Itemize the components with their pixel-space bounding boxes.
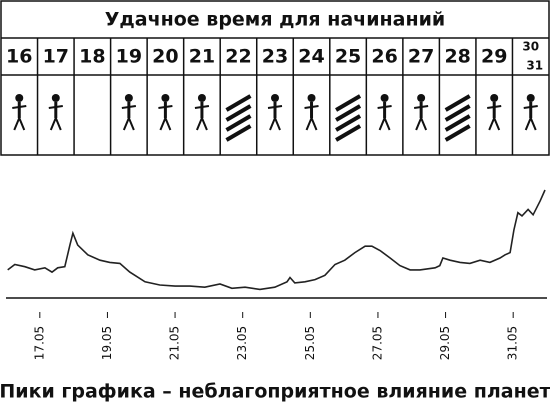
stripe-icon <box>225 114 252 132</box>
figure-icon <box>524 115 537 131</box>
stripe-icon <box>225 124 252 142</box>
calendar-frame <box>0 0 550 156</box>
figure-icon <box>417 94 426 102</box>
stripe-icon <box>225 94 252 112</box>
stripe-icon <box>335 94 362 112</box>
x-tick-label: 21.05 <box>168 326 182 360</box>
figure-icon <box>124 94 133 102</box>
figure-icon <box>490 94 499 102</box>
chart-caption: Пики графика – неблагоприятное влияние п… <box>0 381 550 403</box>
figure-icon <box>413 105 429 109</box>
stripe-icon <box>335 104 362 122</box>
figure-icon <box>51 94 60 102</box>
figure-icon <box>526 94 535 102</box>
day-number: 17 <box>43 46 69 68</box>
figure-icon <box>197 94 206 102</box>
day-number: 16 <box>6 46 32 68</box>
stripe-icon <box>335 114 362 132</box>
data-line <box>7 189 546 291</box>
figure-icon <box>488 115 501 131</box>
x-tick-label: 27.05 <box>370 326 384 360</box>
stripe-icon <box>335 124 362 142</box>
stripe-icon <box>225 104 252 122</box>
day-number: 19 <box>116 46 142 68</box>
figure-icon <box>196 115 208 131</box>
day-number: 29 <box>481 46 507 68</box>
figure-icon <box>48 105 63 109</box>
stripe-icon <box>444 114 471 132</box>
x-tick-label: 25.05 <box>303 326 317 360</box>
day-number: 20 <box>152 46 178 68</box>
figure-icon <box>269 115 281 131</box>
figure-icon <box>377 105 392 109</box>
x-tick-label: 19.05 <box>100 326 114 360</box>
x-tick-label: 29.05 <box>438 326 452 360</box>
day-number: 30 <box>522 40 539 54</box>
figure-icon <box>49 115 62 131</box>
figure-icon <box>267 105 283 109</box>
figure-icon <box>378 115 391 131</box>
figure-icon <box>194 105 210 109</box>
figure-icon <box>487 105 502 109</box>
figure-icon <box>380 94 389 102</box>
day-number: 24 <box>298 46 324 68</box>
day-number: 22 <box>225 46 251 68</box>
figure-icon <box>304 105 319 109</box>
figure-icon <box>523 105 538 109</box>
figure-icon <box>158 105 173 109</box>
figure-icon <box>15 94 24 102</box>
day-number: 18 <box>79 46 105 68</box>
figure-icon <box>122 115 135 131</box>
figure-icon <box>13 115 26 131</box>
x-tick-label: 23.05 <box>235 326 249 360</box>
stripe-icon <box>444 104 471 122</box>
figure-icon <box>12 105 27 109</box>
day-number: 26 <box>371 46 397 68</box>
x-tick-label: 17.05 <box>32 326 46 360</box>
day-number: 31 <box>526 59 543 73</box>
x-tick-label: 31.05 <box>506 326 520 360</box>
stripe-icon <box>444 124 471 142</box>
day-number: 23 <box>262 46 288 68</box>
figure-icon <box>307 94 316 102</box>
figure-icon <box>121 105 137 109</box>
figure-icon <box>305 115 318 131</box>
figure-icon <box>271 94 279 102</box>
day-number: 28 <box>444 46 470 68</box>
figure-icon <box>161 94 170 102</box>
calendar-title: Удачное время для начинаний <box>105 9 445 31</box>
figure-icon <box>159 115 172 131</box>
day-number: 21 <box>189 46 215 68</box>
stripe-icon <box>444 94 471 112</box>
day-number: 27 <box>408 46 434 68</box>
figure-icon <box>415 115 428 131</box>
day-number: 25 <box>335 46 361 68</box>
